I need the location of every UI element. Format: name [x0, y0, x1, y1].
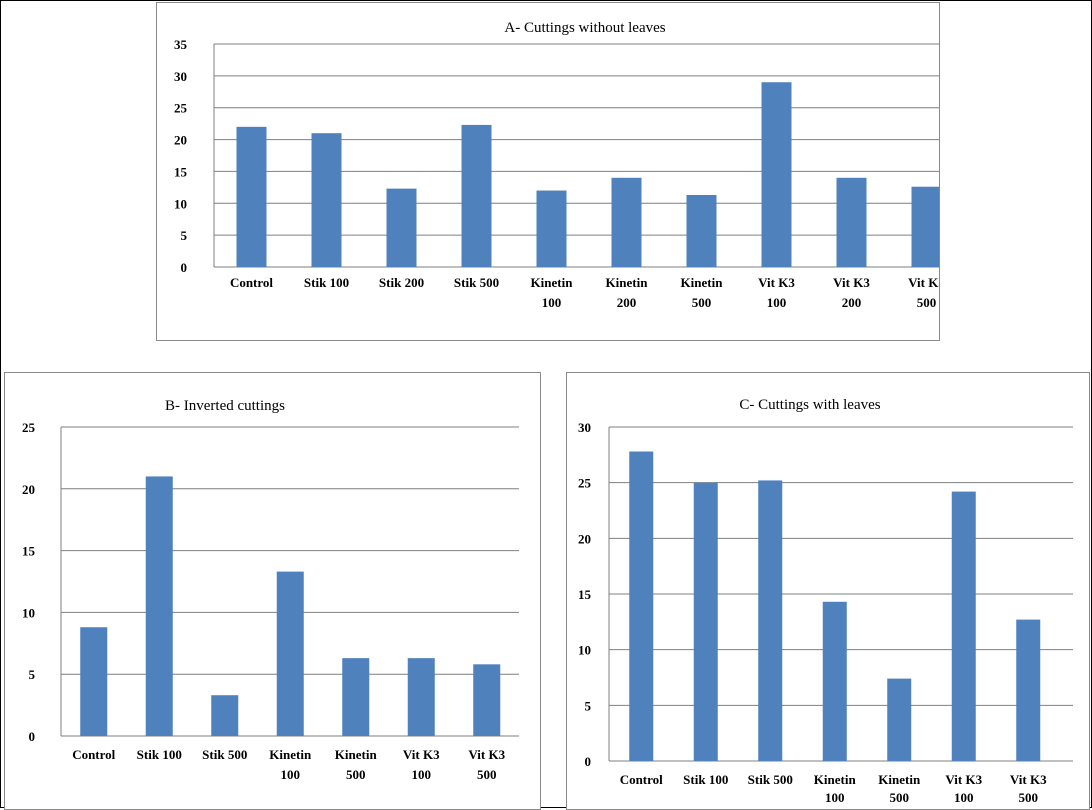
panel-c: C- Cuttings with leaves 0 5 10 15 20 25 30 Contr…	[566, 372, 1090, 810]
a-x-tick-label: Stik 200	[379, 275, 424, 290]
c-bar	[822, 601, 847, 761]
c-y-tick-label: 25	[578, 476, 592, 491]
panel-b: B- Inverted cuttings 0 5 10 15 20 25 Control Sti…	[4, 372, 541, 810]
a-chart-title: A- Cuttings without leaves	[504, 20, 665, 36]
chart-a: A- Cuttings without leaves 0 5 10 15 20 25 30 35…	[174, 20, 939, 310]
a-bar	[686, 195, 717, 267]
a-bar	[761, 82, 792, 267]
c-y-tick-label: 30	[578, 420, 591, 435]
a-bar	[386, 188, 417, 267]
b-y-tick-label: 10	[22, 605, 35, 620]
c-x-tick-label: Stik 500	[748, 772, 793, 787]
a-x-tick-label: Kinetin 100	[531, 275, 574, 310]
b-x-tick-label: Stik 500	[202, 747, 247, 762]
a-bar	[536, 190, 567, 267]
c-y-tick-label: 15	[578, 587, 592, 602]
a-y-tick-label: 25	[174, 101, 188, 116]
a-y-tick-label: 30	[174, 69, 187, 84]
a-x-tick-label: Stik 500	[454, 275, 499, 290]
a-bar	[911, 186, 939, 267]
a-x-tick-label: Vit K3 200	[833, 275, 870, 310]
a-x-tick-label: Vit K3 100	[758, 275, 795, 310]
a-x-tick-label: Kinetin 500	[681, 275, 724, 310]
b-x-tick-label: Vit K3 100	[403, 747, 440, 782]
b-bar	[473, 664, 501, 736]
b-x-tick-label: Vit K3 500	[468, 747, 505, 782]
b-y-tick-label: 15	[22, 544, 36, 559]
a-bar	[461, 124, 492, 267]
b-x-tick-label: Stik 100	[137, 747, 182, 762]
a-y-tick-label: 15	[174, 164, 188, 179]
b-bar	[211, 695, 239, 736]
a-y-tick-label: 10	[174, 196, 187, 211]
a-y-tick-label: 0	[181, 260, 188, 275]
b-bar	[407, 658, 435, 736]
b-bar	[342, 658, 370, 736]
c-x-tick-label: Vit K3 500	[1010, 772, 1047, 805]
a-y-tick-label: 35	[174, 37, 188, 52]
c-y-tick-label: 0	[585, 754, 592, 769]
a-bar	[611, 177, 642, 267]
b-x-tick-label: Control	[72, 747, 115, 762]
b-x-tick-label: Kinetin 500	[335, 747, 378, 782]
a-x-tick-label: Stik 100	[304, 275, 349, 290]
c-bar	[1016, 619, 1041, 761]
b-y-tick-label: 25	[22, 420, 36, 435]
a-bar	[836, 177, 867, 267]
c-bar	[693, 482, 718, 761]
a-bar	[311, 133, 342, 267]
b-x-tick-label: Kinetin 100	[269, 747, 312, 782]
c-x-tick-label: Vit K3 100	[945, 772, 982, 805]
a-y-tick-label: 20	[174, 133, 187, 148]
panel-a: A- Cuttings without leaves 0 5 10 15 20 25 30 35…	[156, 2, 940, 341]
c-chart-title: C- Cuttings with leaves	[739, 397, 880, 413]
c-bar	[951, 491, 976, 761]
a-bar	[236, 126, 267, 267]
c-x-tick-label: Kinetin 100	[814, 772, 857, 805]
c-y-tick-label: 10	[578, 643, 591, 658]
b-y-tick-label: 0	[29, 729, 36, 744]
b-y-tick-label: 20	[22, 482, 35, 497]
c-x-tick-label: Kinetin 500	[878, 772, 921, 805]
c-y-tick-label: 5	[585, 698, 592, 713]
b-bar	[276, 571, 304, 736]
c-y-tick-label: 20	[578, 531, 591, 546]
a-x-tick-label: Kinetin 200	[606, 275, 649, 310]
a-x-tick-label: Control	[230, 275, 273, 290]
b-bar	[145, 476, 173, 736]
b-chart-title: B- Inverted cuttings	[165, 398, 285, 414]
b-bar	[80, 627, 108, 736]
a-y-tick-label: 5	[181, 228, 188, 243]
c-x-tick-label: Control	[620, 772, 663, 787]
chart-c: C- Cuttings with leaves 0 5 10 15 20 25 30 Contr…	[578, 397, 1073, 805]
c-x-tick-label: Stik 100	[683, 772, 728, 787]
c-bar	[758, 480, 783, 761]
c-bar	[629, 451, 654, 761]
chart-b: B- Inverted cuttings 0 5 10 15 20 25 Control Sti…	[22, 398, 519, 782]
c-bar	[887, 678, 912, 761]
b-y-tick-label: 5	[29, 667, 36, 682]
